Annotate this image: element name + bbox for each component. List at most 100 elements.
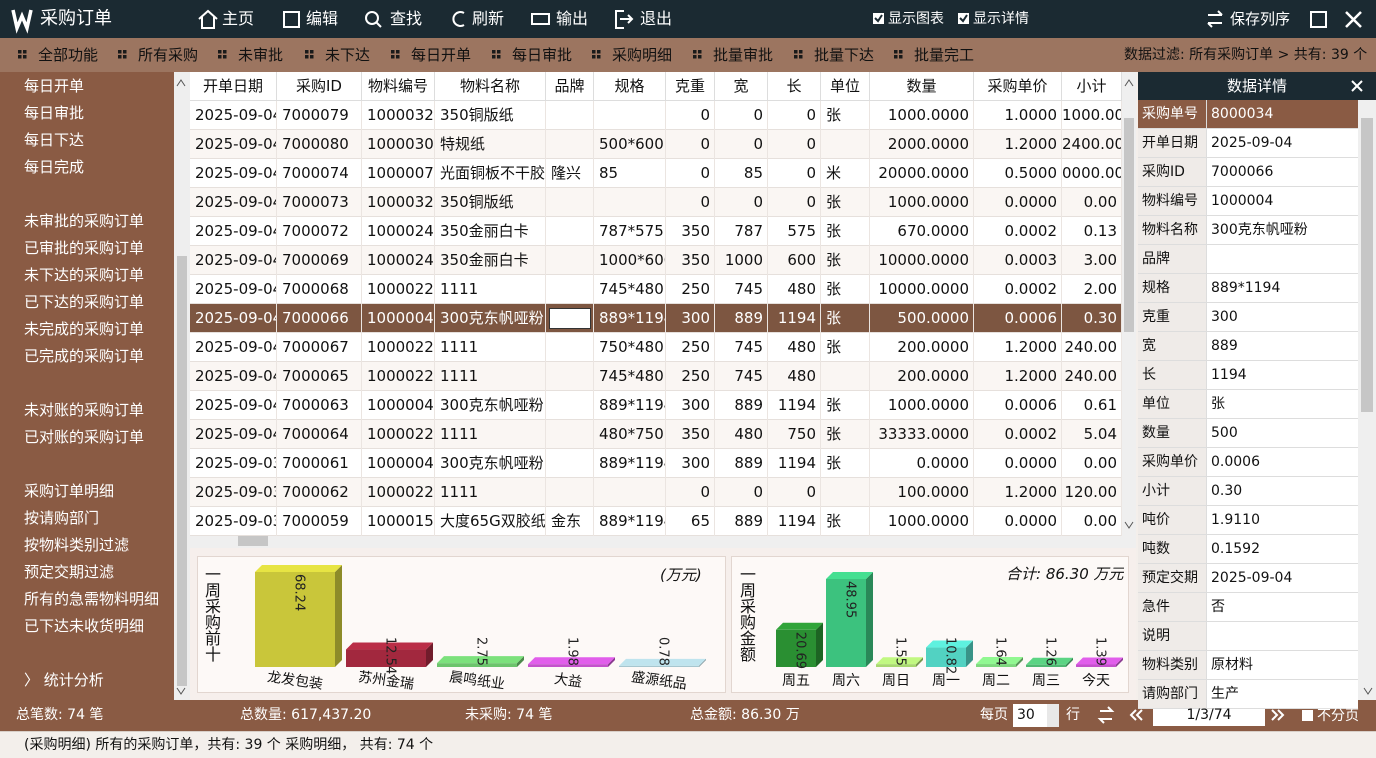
table-cell[interactable]: 1000022 [362, 420, 435, 449]
table-cell[interactable]: 2400.00 [1062, 130, 1122, 159]
sidebar-item[interactable]: 每日完成 [24, 158, 85, 176]
menu-item[interactable]: 批量审批 [713, 46, 774, 64]
table-cell[interactable]: 7000064 [277, 420, 362, 449]
table-cell[interactable] [546, 449, 594, 478]
table-hscroll-thumb[interactable] [238, 535, 268, 546]
table-cell[interactable]: 889*1194 [594, 449, 666, 478]
table-cell[interactable]: 350金丽白卡 [435, 246, 546, 275]
sidebar-item[interactable]: 每日下达 [24, 131, 85, 149]
table-cell[interactable] [546, 304, 594, 333]
table-cell[interactable]: 2025-09-04 [190, 101, 277, 130]
table-cell[interactable]: 200.0000 [870, 333, 974, 362]
table-row[interactable] [190, 130, 1122, 159]
table-cell[interactable]: 1000.0000 [870, 391, 974, 420]
table-cell[interactable]: 600 [768, 246, 821, 275]
table-cell[interactable]: 2025-09-03 [190, 478, 277, 507]
sidebar-item[interactable]: 已下达未收货明细 [24, 617, 145, 635]
column-header[interactable]: 克重 [666, 72, 715, 101]
table-cell[interactable]: 0000.00 [1062, 159, 1122, 188]
table-cell[interactable]: 0 [666, 101, 715, 130]
table-cell[interactable]: 2025-09-04 [190, 217, 277, 246]
table-cell[interactable]: 1.2000 [974, 130, 1062, 159]
table-cell[interactable]: 1111 [435, 362, 546, 391]
sidebar-item[interactable]: 按请购部门 [24, 509, 100, 527]
table-cell[interactable]: 0 [666, 130, 715, 159]
table-cell[interactable] [821, 478, 870, 507]
table-cell[interactable]: 0 [666, 478, 715, 507]
menu-item[interactable]: 采购明细 [612, 46, 673, 64]
table-cell[interactable]: 0 [715, 101, 768, 130]
table-cell[interactable]: 1000022 [362, 478, 435, 507]
table-row[interactable] [190, 188, 1122, 217]
column-header[interactable]: 规格 [594, 72, 666, 101]
toolbar-button[interactable]: 主页 [222, 9, 255, 28]
table-cell[interactable]: 大度65G双胶纸 [435, 507, 546, 536]
table-cell[interactable]: 350铜版纸 [435, 188, 546, 217]
table-cell[interactable]: 745*480 [594, 362, 666, 391]
sidebar-item[interactable]: 未审批的采购订单 [24, 212, 145, 230]
table-cell[interactable]: 0 [715, 478, 768, 507]
table-cell[interactable]: 7000061 [277, 449, 362, 478]
table-cell[interactable]: 0.0000 [974, 507, 1062, 536]
table-row[interactable] [190, 333, 1122, 362]
table-cell[interactable]: 0.61 [1062, 391, 1122, 420]
table-cell[interactable]: 350 [666, 217, 715, 246]
column-header[interactable]: 物料名称 [435, 72, 546, 101]
table-cell[interactable]: 特规纸 [435, 130, 546, 159]
table-cell[interactable]: 张 [821, 420, 870, 449]
column-header[interactable]: 采购ID [277, 72, 362, 101]
table-cell[interactable]: 0 [666, 159, 715, 188]
table-cell[interactable]: 1111 [435, 478, 546, 507]
table-cell[interactable]: 1.2000 [974, 333, 1062, 362]
table-cell[interactable]: 787 [715, 217, 768, 246]
table-cell[interactable] [546, 188, 594, 217]
table-cell[interactable]: 1000*600 [594, 246, 666, 275]
table-cell[interactable]: 889*1194 [594, 391, 666, 420]
table-cell[interactable]: 0.0002 [974, 420, 1062, 449]
checkbox-label[interactable]: 显示图表 [888, 11, 944, 27]
table-cell[interactable]: 10000.0000 [870, 246, 974, 275]
table-cell[interactable]: 0.00 [1062, 507, 1122, 536]
table-cell[interactable]: 张 [821, 391, 870, 420]
table-cell[interactable] [546, 217, 594, 246]
table-cell[interactable]: 480 [715, 420, 768, 449]
table-cell[interactable]: 350金丽白卡 [435, 217, 546, 246]
table-cell[interactable]: 0.0002 [974, 275, 1062, 304]
table-cell[interactable]: 1000022 [362, 362, 435, 391]
table-cell[interactable]: 300 [666, 449, 715, 478]
table-cell[interactable]: 1000024 [362, 217, 435, 246]
table-cell[interactable]: 745 [715, 333, 768, 362]
table-cell[interactable]: 2025-09-04 [190, 333, 277, 362]
table-cell[interactable]: 250 [666, 362, 715, 391]
table-cell[interactable]: 1.2000 [974, 362, 1062, 391]
table-cell[interactable] [546, 362, 594, 391]
toolbar-button[interactable]: 刷新 [472, 9, 505, 28]
table-cell[interactable]: 480 [768, 333, 821, 362]
table-cell[interactable]: 20000.0000 [870, 159, 974, 188]
table-cell[interactable]: 750 [768, 420, 821, 449]
table-cell[interactable]: 889 [715, 391, 768, 420]
table-cell[interactable]: 米 [821, 159, 870, 188]
table-cell[interactable]: 7000063 [277, 391, 362, 420]
table-cell[interactable]: 240.00 [1062, 362, 1122, 391]
table-cell[interactable]: 7000068 [277, 275, 362, 304]
table-cell[interactable]: 金东 [546, 507, 594, 536]
table-cell[interactable]: 350 [666, 246, 715, 275]
table-cell[interactable]: 500.0000 [870, 304, 974, 333]
toolbar-button[interactable]: 编辑 [306, 9, 339, 28]
table-cell[interactable]: 1000030 [362, 130, 435, 159]
sidebar-item[interactable]: 所有的急需物料明细 [24, 590, 160, 608]
sidebar-item[interactable]: 未完成的采购订单 [24, 320, 145, 338]
column-header[interactable]: 单位 [821, 72, 870, 101]
table-cell[interactable]: 1194 [768, 507, 821, 536]
table-cell[interactable]: 670.0000 [870, 217, 974, 246]
pager-value[interactable]: 1/3/74 [1186, 707, 1232, 723]
table-cell[interactable]: 350铜版纸 [435, 101, 546, 130]
table-cell[interactable]: 889 [715, 507, 768, 536]
table-row[interactable] [190, 507, 1122, 536]
menu-item[interactable]: 未下达 [325, 46, 371, 64]
table-cell[interactable]: 张 [821, 449, 870, 478]
menu-item[interactable]: 批量下达 [814, 46, 875, 64]
table-cell[interactable]: 张 [821, 101, 870, 130]
table-cell[interactable] [546, 478, 594, 507]
